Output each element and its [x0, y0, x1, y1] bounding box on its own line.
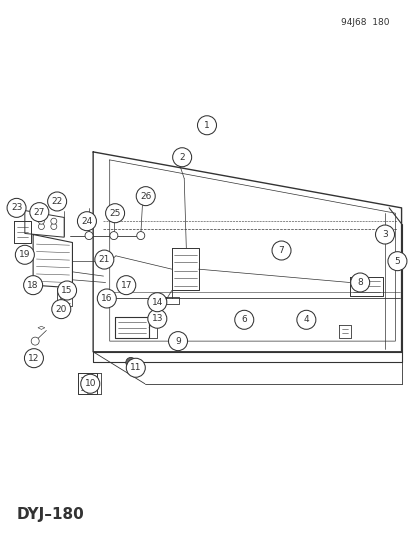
Circle shape — [30, 203, 49, 222]
Text: 18: 18 — [27, 281, 39, 289]
Circle shape — [85, 231, 93, 240]
Circle shape — [51, 223, 57, 230]
Text: 5: 5 — [394, 257, 399, 265]
Text: 7: 7 — [278, 246, 284, 255]
Text: 11: 11 — [130, 364, 141, 372]
Text: 27: 27 — [33, 208, 45, 216]
Circle shape — [234, 310, 253, 329]
Circle shape — [95, 250, 114, 269]
Circle shape — [81, 374, 100, 393]
Circle shape — [57, 281, 76, 300]
Circle shape — [38, 218, 44, 224]
Circle shape — [147, 309, 166, 328]
Circle shape — [296, 310, 315, 329]
Circle shape — [126, 358, 145, 377]
Text: 23: 23 — [11, 204, 22, 212]
Text: 26: 26 — [140, 192, 151, 200]
Text: 17: 17 — [120, 281, 132, 289]
Circle shape — [350, 273, 369, 292]
Text: 9: 9 — [175, 337, 180, 345]
Text: 13: 13 — [151, 314, 163, 323]
Circle shape — [197, 116, 216, 135]
Circle shape — [105, 204, 124, 223]
Text: 14: 14 — [151, 298, 163, 306]
Circle shape — [136, 231, 145, 240]
Circle shape — [136, 187, 155, 206]
Circle shape — [47, 192, 66, 211]
Text: 3: 3 — [381, 230, 387, 239]
Circle shape — [77, 212, 96, 231]
Circle shape — [116, 276, 135, 295]
Text: 2: 2 — [179, 153, 185, 161]
Circle shape — [51, 218, 57, 224]
Text: 24: 24 — [81, 217, 93, 225]
Circle shape — [97, 289, 116, 308]
Text: 12: 12 — [28, 354, 40, 362]
Text: 21: 21 — [98, 255, 110, 264]
Text: 15: 15 — [61, 286, 73, 295]
Text: 4: 4 — [303, 316, 309, 324]
Circle shape — [15, 245, 34, 264]
Circle shape — [126, 358, 135, 367]
Circle shape — [147, 293, 166, 312]
Circle shape — [24, 349, 43, 368]
Text: DYJ–180: DYJ–180 — [17, 507, 84, 522]
Text: 6: 6 — [241, 316, 247, 324]
Text: 16: 16 — [101, 294, 112, 303]
Circle shape — [109, 231, 118, 240]
Circle shape — [31, 337, 39, 345]
Text: 20: 20 — [55, 305, 67, 313]
Text: 10: 10 — [84, 379, 96, 388]
Text: 1: 1 — [204, 121, 209, 130]
Circle shape — [52, 300, 71, 319]
Circle shape — [24, 276, 43, 295]
Text: 94J68  180: 94J68 180 — [340, 18, 388, 27]
Circle shape — [7, 198, 26, 217]
Circle shape — [168, 332, 187, 351]
Text: 22: 22 — [51, 197, 63, 206]
Circle shape — [271, 241, 290, 260]
Circle shape — [38, 223, 44, 230]
Text: 19: 19 — [19, 251, 31, 259]
Circle shape — [172, 148, 191, 167]
Circle shape — [375, 225, 394, 244]
Text: 25: 25 — [109, 209, 121, 217]
Text: 8: 8 — [356, 278, 362, 287]
Circle shape — [387, 252, 406, 271]
